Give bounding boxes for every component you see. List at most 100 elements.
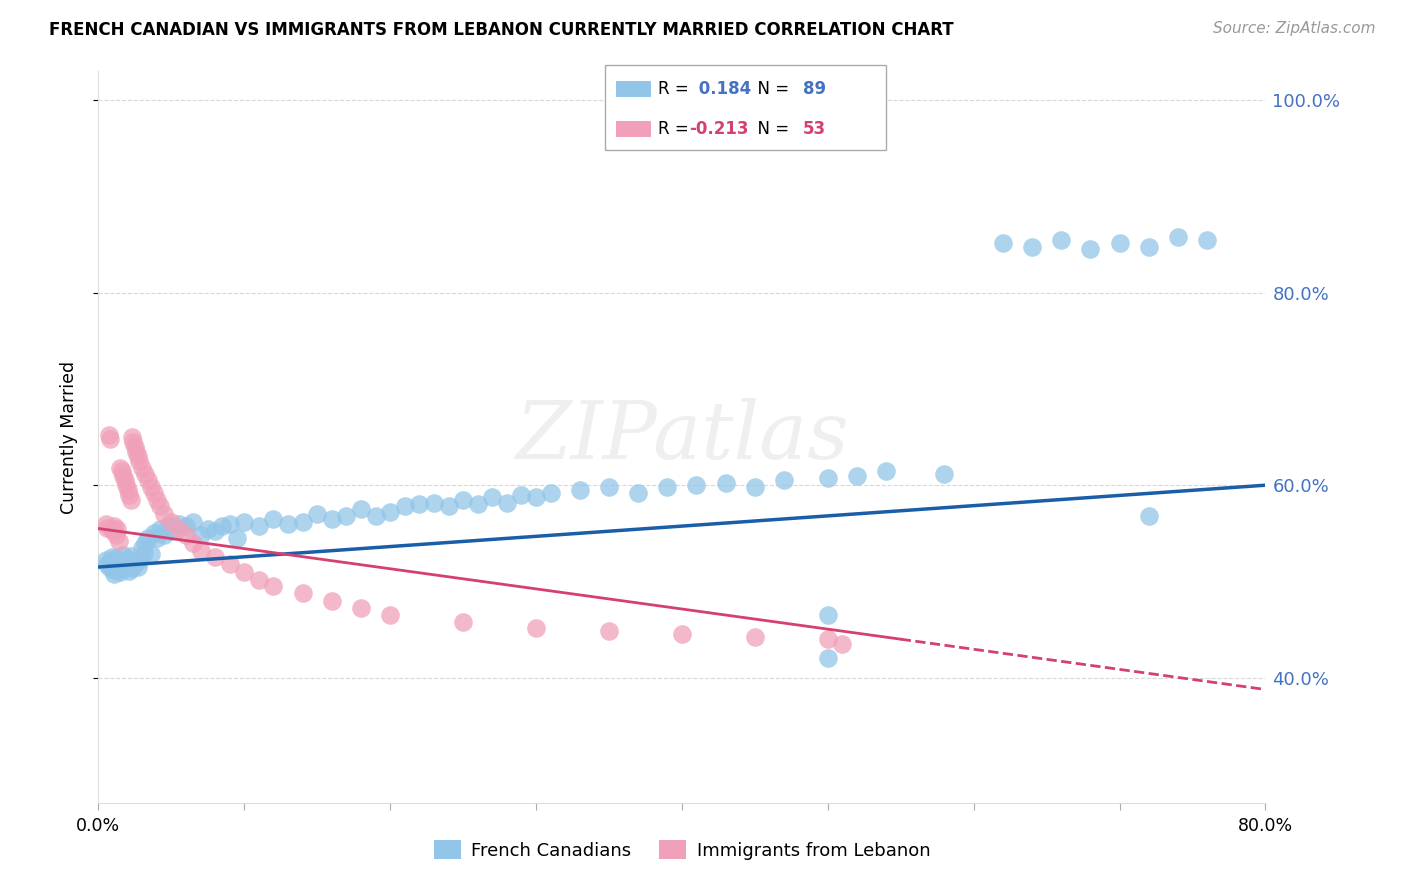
Point <box>204 550 226 565</box>
Text: R =: R = <box>658 120 695 137</box>
Point <box>714 476 737 491</box>
Point <box>104 551 127 566</box>
Point <box>160 524 183 539</box>
Point <box>108 534 131 549</box>
Point <box>139 548 162 562</box>
Point <box>744 480 766 494</box>
Point <box>139 480 162 494</box>
Point <box>167 521 190 535</box>
Point <box>132 545 155 559</box>
Point <box>321 512 343 526</box>
Point <box>153 507 176 521</box>
Point <box>467 498 489 512</box>
Point <box>101 563 124 577</box>
Point <box>122 434 145 449</box>
Point <box>218 516 240 531</box>
Point <box>671 627 693 641</box>
Point <box>149 500 172 514</box>
Point <box>149 521 172 535</box>
Point <box>991 235 1014 250</box>
Point <box>105 523 128 537</box>
Point <box>115 558 138 573</box>
Point <box>103 566 125 581</box>
Point <box>1021 239 1043 253</box>
Point <box>247 518 270 533</box>
Y-axis label: Currently Married: Currently Married <box>59 360 77 514</box>
Point <box>118 488 141 502</box>
Legend: French Canadians, Immigrants from Lebanon: French Canadians, Immigrants from Lebano… <box>426 833 938 867</box>
Point <box>114 554 136 568</box>
Point <box>846 468 869 483</box>
Point <box>174 528 197 542</box>
Point <box>112 468 135 483</box>
Point <box>100 521 122 535</box>
Point <box>117 552 139 566</box>
Point <box>423 495 446 509</box>
Text: N =: N = <box>747 120 794 137</box>
Point <box>1050 233 1073 247</box>
Point <box>380 505 402 519</box>
Text: 53: 53 <box>803 120 827 137</box>
Point <box>233 565 256 579</box>
Point <box>773 474 796 488</box>
Point <box>97 428 120 442</box>
Point <box>831 637 853 651</box>
Point <box>128 553 150 567</box>
Point <box>181 515 204 529</box>
Point <box>98 432 121 446</box>
Point <box>124 557 146 571</box>
Point <box>125 444 148 458</box>
Point <box>127 560 149 574</box>
Point <box>103 518 125 533</box>
Point <box>96 520 118 534</box>
Point <box>124 440 146 454</box>
Point <box>101 524 124 539</box>
Point <box>627 486 650 500</box>
Point <box>204 524 226 539</box>
Point <box>744 630 766 644</box>
Point <box>262 512 284 526</box>
Point <box>510 488 533 502</box>
Point <box>134 467 156 481</box>
Point <box>598 480 620 494</box>
Point <box>112 549 135 563</box>
Point <box>1080 243 1102 257</box>
Point <box>146 531 169 545</box>
Point <box>111 464 134 478</box>
Point <box>934 467 956 481</box>
Point <box>451 492 474 507</box>
Point <box>111 562 134 576</box>
Point <box>104 528 127 542</box>
Point <box>1137 239 1160 253</box>
Point <box>817 632 839 647</box>
Point <box>817 470 839 484</box>
Point <box>190 528 212 542</box>
Point <box>524 621 547 635</box>
Point <box>394 500 416 514</box>
Point <box>100 550 122 565</box>
Point <box>115 478 138 492</box>
Point <box>291 515 314 529</box>
Point <box>136 474 159 488</box>
Text: -0.213: -0.213 <box>689 120 749 137</box>
Point <box>262 579 284 593</box>
Point <box>125 555 148 569</box>
Point <box>153 528 176 542</box>
Point <box>108 559 131 574</box>
Point <box>598 624 620 639</box>
Point <box>142 486 165 500</box>
Point <box>496 495 519 509</box>
Point <box>114 474 136 488</box>
Point <box>146 492 169 507</box>
Point <box>875 464 897 478</box>
Text: 0.184: 0.184 <box>693 80 752 98</box>
Point <box>540 486 562 500</box>
Point <box>118 564 141 578</box>
Point <box>291 586 314 600</box>
Point <box>97 560 120 574</box>
Point <box>364 508 387 523</box>
Text: Source: ZipAtlas.com: Source: ZipAtlas.com <box>1212 21 1375 36</box>
Point <box>685 478 707 492</box>
Text: ZIPatlas: ZIPatlas <box>515 399 849 475</box>
Point <box>817 608 839 623</box>
